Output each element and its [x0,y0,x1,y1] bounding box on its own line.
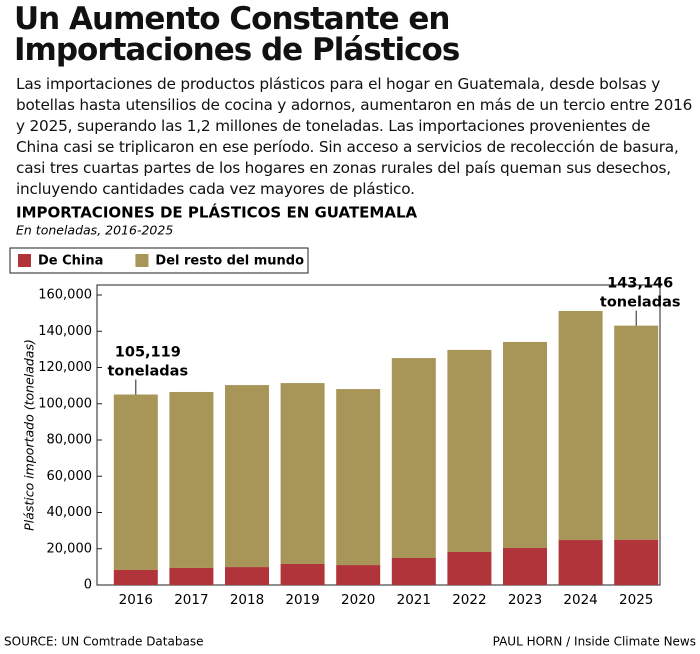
bar-segment [280,383,325,564]
y-tick-label: 0 [84,578,92,593]
source: SOURCE: UN Comtrade Database [4,635,203,649]
annotation: 143,146 [607,276,673,292]
bar-segment [503,548,547,585]
x-tick-label: 2020 [341,592,375,608]
x-tick-label: 2019 [285,592,319,608]
y-axis-title: Plástico importado (toneladas) [22,339,37,531]
annotation: toneladas [107,364,188,380]
annotation: toneladas [600,295,681,311]
bar-segment [225,385,269,568]
bar-segment [169,567,214,585]
page-title: Un Aumento Constante en Importaciones de… [14,1,460,68]
bar-segment [614,325,659,540]
bar-segment [169,391,214,568]
y-tick-label: 100,000 [38,396,92,411]
bar-segment [225,567,269,585]
x-tick-label: 2025 [619,592,653,608]
x-tick-label: 2024 [563,592,597,608]
bar-segment [336,389,381,566]
bar-segment [447,552,492,585]
x-tick-label: 2016 [119,592,153,608]
legend-swatch [135,254,149,267]
bar-segment [113,569,158,585]
chart-subtitle: En toneladas, 2016-2025 [16,223,173,238]
y-tick-label: 40,000 [47,505,93,520]
x-tick-label: 2021 [397,592,431,608]
bar-segment [447,349,492,553]
bar-segment [558,310,603,541]
bar-segment [391,557,436,585]
bar-segment [614,539,659,585]
y-tick-label: 140,000 [38,324,92,339]
y-tick-label: 160,000 [38,288,92,303]
annotation: 105,119 [115,345,181,361]
y-tick-label: 60,000 [47,469,93,484]
legend-label: Del resto del mundo [155,254,304,269]
y-tick-label: 120,000 [38,360,92,375]
y-tick-label: 20,000 [47,541,93,556]
bar-segment [336,565,381,585]
x-tick-label: 2022 [452,592,486,608]
bar-segment [503,341,547,549]
legend-box [9,247,309,274]
x-tick-label: 2018 [230,592,264,608]
chart-title: IMPORTACIONES DE PLÁSTICOS EN GUATEMALA [16,203,418,222]
bar-segment [558,540,603,585]
bar-segment [391,358,436,558]
bar-segment [280,563,325,585]
bar-segment [113,394,158,570]
legend-label: De China [38,254,103,269]
credit: PAUL HORN / Inside Climate News [493,635,696,649]
x-tick-label: 2017 [174,592,208,608]
x-tick-label: 2023 [508,592,542,608]
intro-text: Las importaciones de productos plásticos… [16,75,693,198]
legend-swatch [18,254,31,267]
y-tick-label: 80,000 [47,433,93,448]
